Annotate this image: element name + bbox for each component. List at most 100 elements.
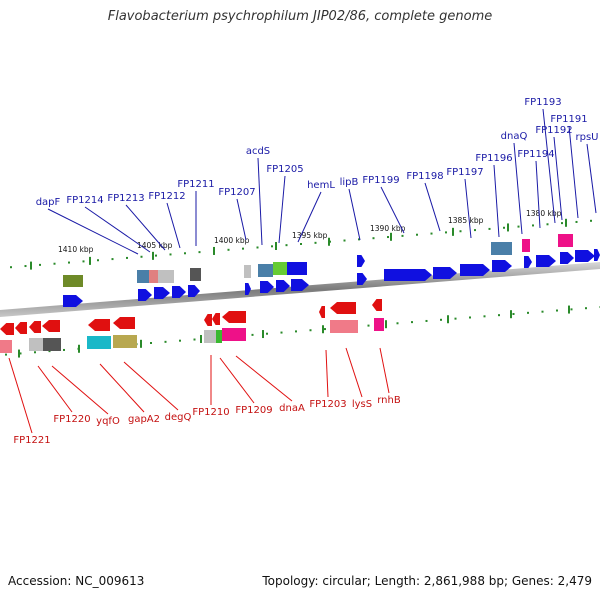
bottom-row-minor-tick	[454, 317, 457, 320]
top-row-minor-tick	[271, 245, 273, 248]
forward-feature-block	[158, 270, 174, 283]
top-row-minor-tick	[82, 260, 85, 263]
bottom-leader-line	[345, 347, 363, 398]
top-row-major-tick	[275, 242, 277, 250]
top-leader-line	[125, 204, 166, 251]
top-leader-line	[493, 164, 500, 238]
top-row-minor-tick	[401, 234, 404, 237]
reverse-gene-arrow	[330, 302, 356, 314]
bottom-leader-line	[219, 357, 255, 404]
genome-summary: Topology: circular; Length: 2,861,988 bp…	[262, 574, 592, 588]
top-row-minor-tick	[532, 224, 534, 227]
bottom-row-minor-tick	[63, 348, 65, 351]
bottom-row-minor-tick	[396, 322, 399, 325]
bottom-row-minor-tick	[48, 350, 51, 353]
reverse-gene-arrow	[88, 319, 110, 331]
forward-gene-arrow	[276, 280, 290, 292]
top-row-minor-tick	[314, 241, 317, 244]
accession-label: Accession: NC_009613	[8, 574, 145, 588]
bottom-leader-line	[37, 365, 73, 413]
bottom-gene-label: gapA2	[128, 414, 160, 425]
forward-gene-arrow	[536, 255, 556, 267]
top-row-minor-tick	[184, 252, 186, 255]
scale-label: 1390 kbp	[370, 224, 406, 233]
bottom-leader-line	[51, 365, 109, 415]
top-gene-label: hemL	[307, 180, 335, 191]
forward-feature-block	[287, 262, 307, 275]
reverse-gene-arrow	[212, 313, 220, 325]
forward-feature-block	[137, 270, 149, 283]
reverse-gene-arrow	[372, 299, 382, 311]
forward-feature-block	[491, 242, 512, 255]
bottom-row-minor-tick	[541, 310, 544, 313]
top-row-minor-tick	[503, 226, 505, 229]
top-leader-line	[47, 208, 139, 255]
top-row-minor-tick	[459, 230, 462, 233]
bottom-row-minor-tick	[425, 319, 428, 322]
forward-gene-arrow	[63, 295, 83, 307]
reverse-gene-arrow	[29, 321, 41, 333]
forward-gene-arrow	[492, 260, 512, 272]
forward-gene-arrow	[245, 283, 251, 295]
top-gene-label: FP1194	[517, 149, 554, 160]
top-leader-line	[553, 136, 563, 221]
top-gene-label: FP1214	[66, 195, 103, 206]
top-row-major-tick	[89, 256, 91, 265]
bottom-gene-label: FP1210	[192, 407, 229, 418]
bottom-row-major-tick	[78, 344, 80, 353]
reverse-feature-block	[330, 320, 358, 333]
top-gene-label: dnaQ	[501, 131, 528, 142]
top-row-minor-tick	[126, 256, 128, 259]
bottom-gene-label: dnaA	[279, 403, 305, 414]
bottom-row-minor-tick	[556, 309, 558, 312]
bottom-row-minor-tick	[280, 331, 283, 334]
forward-gene-arrow	[384, 269, 432, 281]
bottom-row-minor-tick	[164, 340, 167, 343]
top-row-minor-tick	[285, 244, 288, 247]
bottom-row-major-tick	[510, 310, 512, 319]
top-gene-label: rpsU	[576, 132, 599, 143]
top-row-major-tick	[452, 227, 454, 236]
top-gene-label: FP1205	[266, 164, 303, 175]
top-gene-label: FP1198	[406, 171, 443, 182]
bottom-row-minor-tick	[469, 316, 471, 319]
top-gene-label: FP1191	[550, 114, 587, 125]
reverse-feature-block	[0, 340, 12, 353]
bottom-row-minor-tick	[266, 332, 268, 335]
top-row-minor-tick	[97, 259, 99, 262]
bottom-row-minor-tick	[295, 330, 297, 333]
top-row-minor-tick	[474, 229, 476, 232]
top-row-major-tick	[30, 261, 32, 270]
bottom-row-minor-tick	[483, 315, 486, 318]
bottom-row-minor-tick	[585, 307, 587, 310]
top-row-minor-tick	[445, 231, 447, 234]
bottom-gene-label: degQ	[165, 412, 192, 423]
forward-gene-arrow	[188, 285, 200, 297]
top-leader-line	[297, 191, 322, 243]
top-row-minor-tick	[343, 239, 346, 242]
top-row-major-tick	[390, 232, 392, 241]
top-row-minor-tick	[372, 237, 375, 240]
top-row-minor-tick	[169, 253, 172, 256]
bottom-gene-label: FP1220	[53, 414, 90, 425]
bottom-row-major-tick	[385, 320, 387, 329]
top-row-minor-tick	[256, 246, 259, 249]
forward-gene-arrow	[575, 250, 595, 262]
top-row-major-tick	[328, 237, 330, 246]
top-leader-line	[542, 108, 556, 224]
reverse-feature-block	[29, 338, 43, 351]
top-row-minor-tick	[198, 251, 201, 254]
bottom-row-minor-tick	[367, 324, 370, 327]
forward-gene-arrow	[138, 289, 152, 301]
bottom-row-minor-tick	[309, 329, 312, 332]
top-row-minor-tick	[10, 266, 12, 269]
forward-gene-arrow	[172, 286, 186, 298]
bottom-row-minor-tick	[411, 321, 413, 324]
top-row-minor-tick	[575, 220, 578, 223]
forward-gene-arrow	[460, 264, 490, 276]
reverse-gene-arrow	[222, 311, 246, 323]
top-leader-line	[464, 178, 472, 239]
top-leader-line	[166, 202, 181, 249]
top-row-major-tick	[152, 251, 154, 260]
